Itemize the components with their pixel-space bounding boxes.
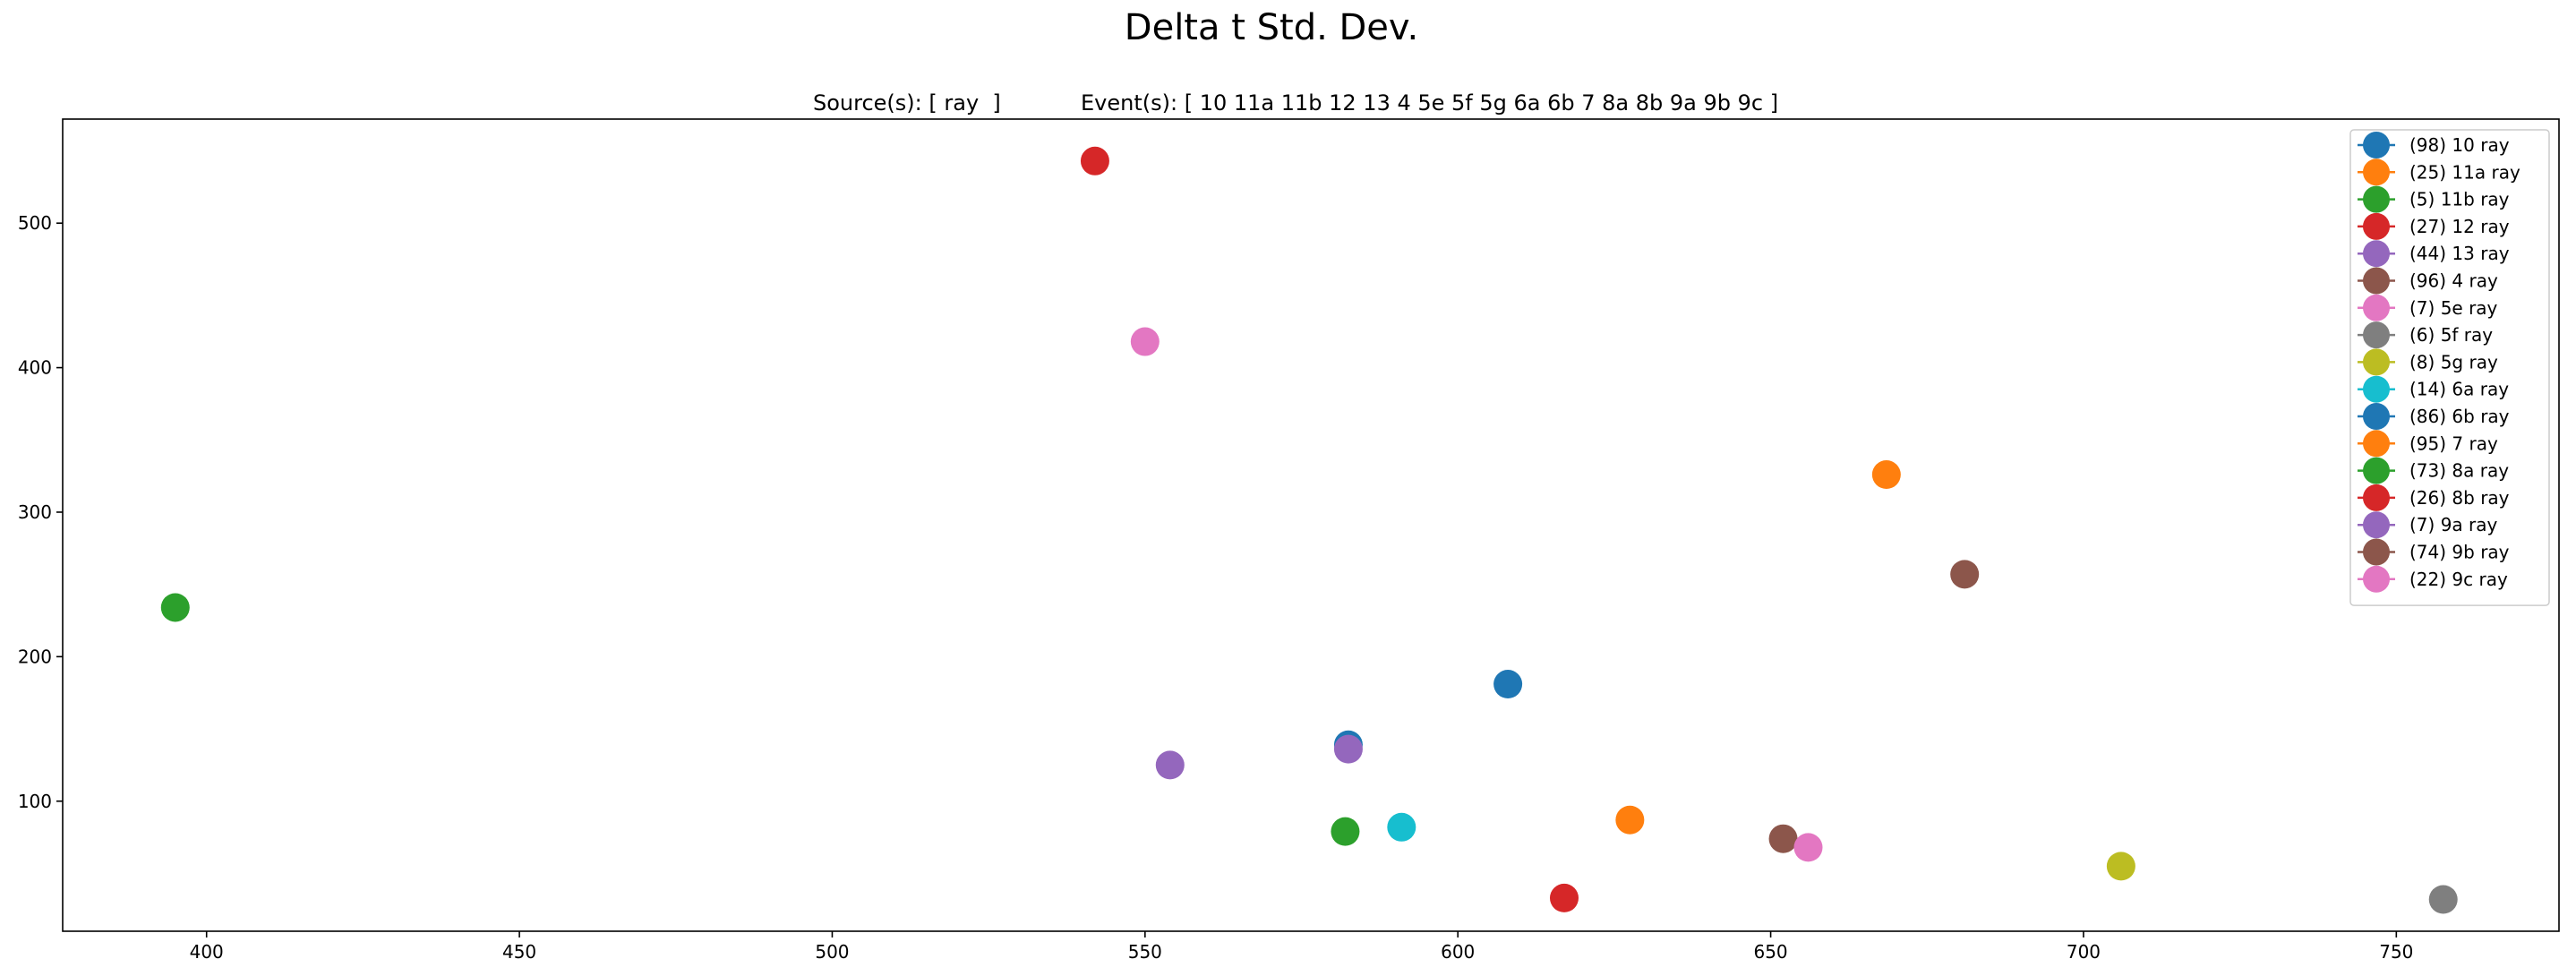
plot-area: 400 450 500 550 600 650 700 750 100 200 300 400 500 [18, 118, 2560, 963]
legend-marker [2363, 375, 2390, 403]
data-point [1871, 460, 1901, 490]
data-point [1080, 146, 1109, 176]
data-point [1333, 734, 1363, 764]
legend-marker [2363, 240, 2390, 268]
legend-marker [2363, 321, 2390, 349]
legend-marker [2363, 565, 2390, 593]
data-point [1493, 670, 1523, 699]
x-tick-label: 400 [190, 941, 224, 963]
data-point [1549, 883, 1579, 912]
legend-label: (5) 11b ray [2409, 189, 2510, 210]
data-point [1155, 750, 1185, 780]
legend-label: (96) 4 ray [2409, 270, 2498, 292]
data-point [1387, 812, 1416, 842]
legend-label: (95) 7 ray [2409, 432, 2498, 454]
legend-marker [2363, 158, 2390, 186]
x-tick-label: 650 [1753, 941, 1787, 963]
legend-marker [2363, 212, 2390, 240]
legend-label: (7) 5e ray [2409, 297, 2498, 319]
legend-marker [2363, 132, 2390, 158]
x-tick-label: 550 [1128, 941, 1162, 963]
legend-marker [2363, 348, 2390, 376]
y-tick-label: 400 [18, 357, 52, 379]
data-point [1768, 824, 1798, 853]
legend-label: (6) 5f ray [2409, 324, 2493, 346]
y-tick-label: 300 [18, 501, 52, 523]
legend-marker [2363, 457, 2390, 484]
legend-marker [2363, 403, 2390, 430]
events-subtitle: Event(s): [ 10 11a 11b 12 13 4 5e 5f 5g … [1081, 90, 1778, 116]
legend-marker [2363, 484, 2390, 511]
sources-subtitle: Source(s): [ ray ] [813, 90, 1001, 116]
data-point [1130, 327, 1160, 356]
x-tick-label: 700 [2067, 941, 2101, 963]
x-tick-label: 600 [1441, 941, 1475, 963]
y-tick-label: 500 [18, 212, 52, 234]
y-tick-label: 100 [18, 791, 52, 812]
data-point [1950, 560, 1980, 589]
legend: (98) 10 ray (25) 11a ray (5) 11b ray (27) 1… [2349, 129, 2550, 606]
x-tick-label: 750 [2379, 941, 2413, 963]
data-point [1331, 817, 1360, 846]
legend-marker [2363, 267, 2390, 295]
legend-label: (74) 9b ray [2409, 542, 2510, 563]
data-point [160, 593, 190, 622]
y-tick-label: 200 [18, 646, 52, 667]
legend-marker [2363, 538, 2390, 566]
legend-label: (98) 10 ray [2409, 134, 2510, 156]
legend-label: (86) 6b ray [2409, 406, 2510, 427]
legend-label: (73) 8a ray [2409, 460, 2509, 482]
axes-frame [62, 118, 2560, 932]
legend-label: (27) 12 ray [2409, 216, 2510, 237]
data-point [1793, 833, 1823, 862]
x-tick-label: 500 [815, 941, 849, 963]
legend-marker [2363, 294, 2390, 321]
data-point [2428, 885, 2458, 914]
legend-label: (8) 5g ray [2409, 351, 2498, 372]
data-point [1615, 805, 1645, 835]
legend-label: (44) 13 ray [2409, 243, 2510, 264]
data-point [2106, 852, 2135, 881]
x-tick-label: 450 [502, 941, 536, 963]
legend-label: (26) 8b ray [2409, 487, 2510, 509]
figure-title: Delta t Std. Dev. [1125, 7, 1418, 48]
legend-marker [2363, 430, 2390, 458]
legend-box [2349, 129, 2550, 606]
legend-label: (14) 6a ray [2409, 379, 2509, 400]
legend-label: (22) 9c ray [2409, 569, 2508, 590]
legend-marker [2363, 511, 2390, 539]
legend-label: (25) 11a ray [2409, 161, 2520, 183]
legend-label: (7) 9a ray [2409, 514, 2498, 535]
legend-marker [2363, 185, 2390, 213]
